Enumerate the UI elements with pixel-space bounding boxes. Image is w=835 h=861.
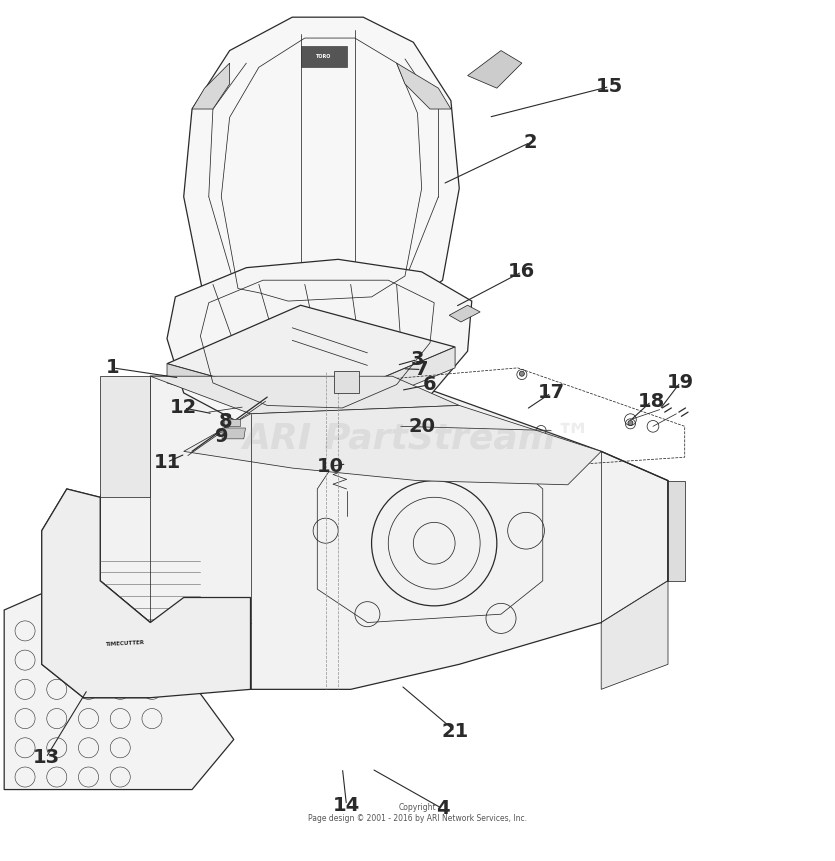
Text: Copyright
Page design © 2001 - 2016 by ARI Network Services, Inc.: Copyright Page design © 2001 - 2016 by A… <box>308 803 527 822</box>
Text: 6: 6 <box>423 375 437 394</box>
Text: 11: 11 <box>154 453 180 472</box>
Circle shape <box>337 494 357 514</box>
Text: 3: 3 <box>411 350 424 369</box>
Text: 14: 14 <box>333 796 360 815</box>
Text: 21: 21 <box>442 722 468 740</box>
Text: 4: 4 <box>436 799 449 818</box>
Text: 2: 2 <box>524 133 537 152</box>
Bar <box>334 371 359 393</box>
Polygon shape <box>42 489 150 697</box>
Polygon shape <box>150 376 459 414</box>
Text: 1: 1 <box>106 358 119 377</box>
Polygon shape <box>668 480 685 581</box>
Circle shape <box>628 420 633 425</box>
Text: 13: 13 <box>33 748 59 767</box>
Text: 20: 20 <box>408 417 435 436</box>
Text: 16: 16 <box>509 263 535 282</box>
Polygon shape <box>167 259 472 430</box>
Text: 18: 18 <box>638 392 665 411</box>
Polygon shape <box>100 376 668 690</box>
Circle shape <box>338 374 355 390</box>
Text: 7: 7 <box>415 360 428 379</box>
Polygon shape <box>4 581 234 790</box>
Text: 8: 8 <box>219 412 232 430</box>
Text: 15: 15 <box>596 77 623 96</box>
Text: TIMECUTTER: TIMECUTTER <box>105 640 145 647</box>
Text: 12: 12 <box>170 399 197 418</box>
Polygon shape <box>167 306 455 406</box>
Bar <box>224 418 240 426</box>
Polygon shape <box>100 376 150 498</box>
Polygon shape <box>192 63 230 109</box>
Polygon shape <box>397 63 451 109</box>
Polygon shape <box>222 428 245 439</box>
Polygon shape <box>184 406 601 485</box>
Circle shape <box>519 371 524 376</box>
Polygon shape <box>184 17 459 318</box>
Text: 9: 9 <box>215 427 228 446</box>
Bar <box>301 46 347 67</box>
Polygon shape <box>601 480 668 690</box>
Polygon shape <box>449 306 480 322</box>
Text: 17: 17 <box>538 383 564 402</box>
Text: 10: 10 <box>316 457 343 476</box>
Text: ARI PartStream™: ARI PartStream™ <box>243 422 592 455</box>
Polygon shape <box>317 347 455 424</box>
Circle shape <box>342 511 352 522</box>
Polygon shape <box>42 489 250 697</box>
Text: 19: 19 <box>667 373 694 392</box>
Text: TORO: TORO <box>316 54 331 59</box>
Polygon shape <box>468 51 522 88</box>
Polygon shape <box>167 363 317 424</box>
